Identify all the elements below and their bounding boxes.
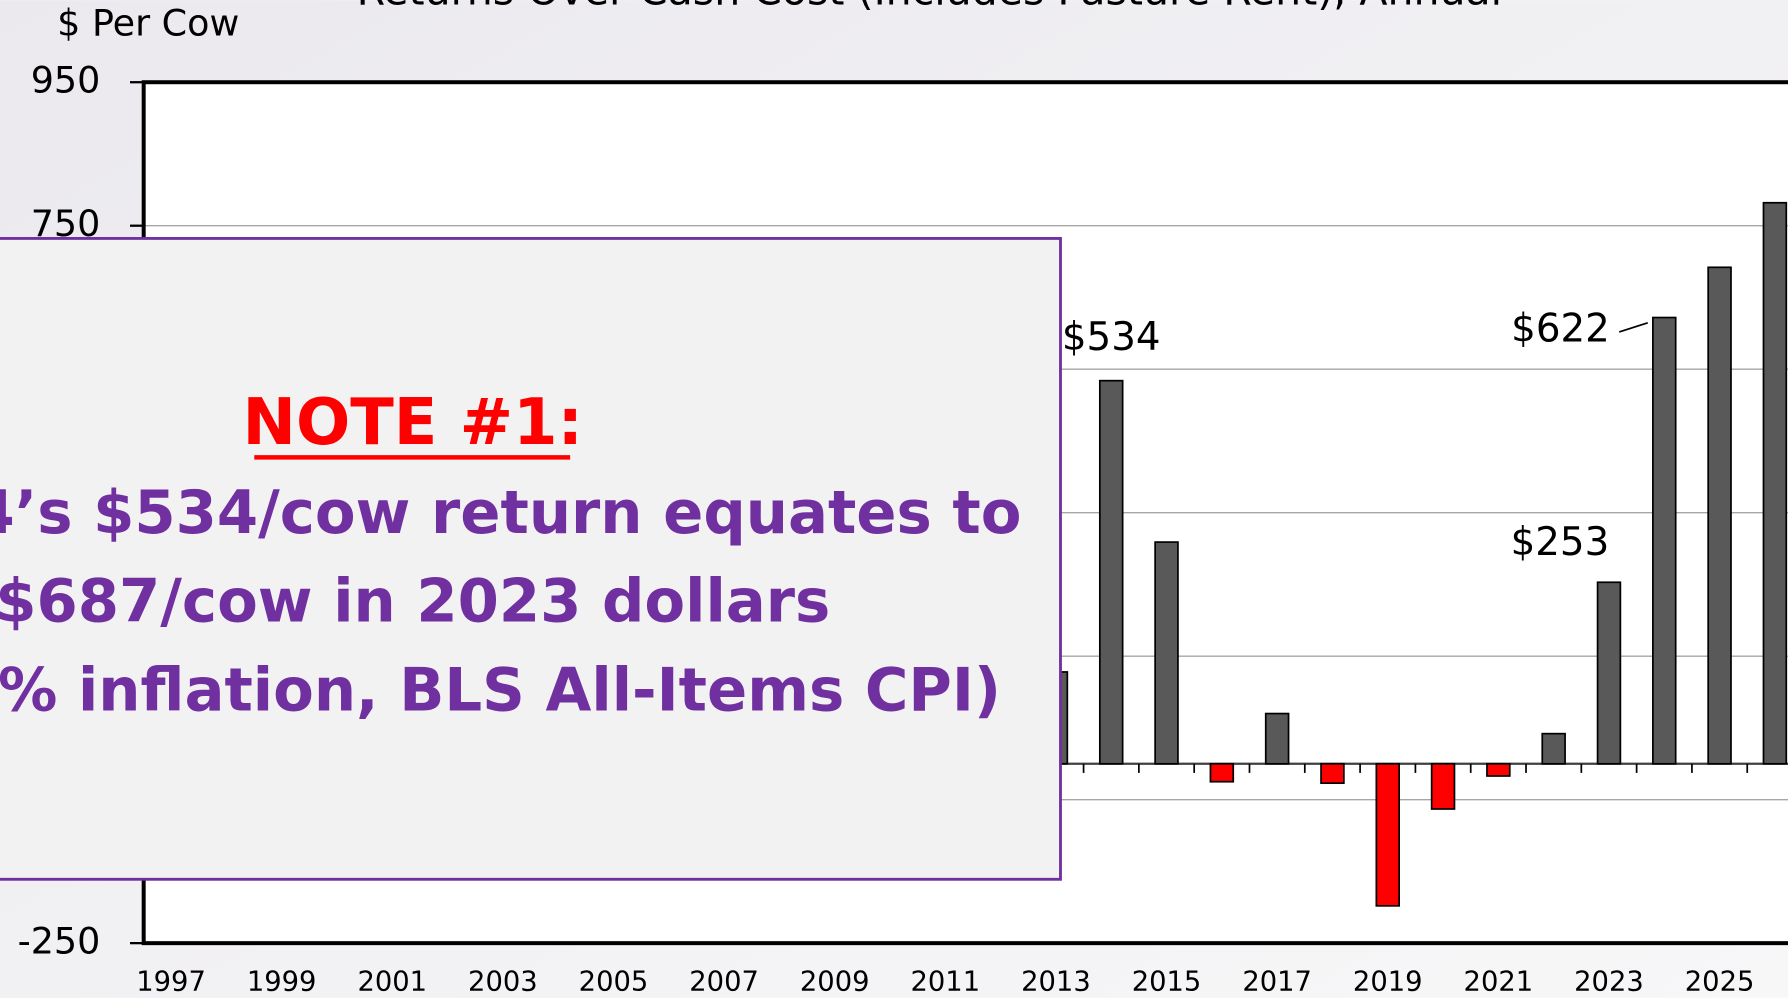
leader-line [1618, 322, 1649, 333]
bar [1652, 316, 1677, 765]
x-tick-label: 2009 [800, 967, 870, 998]
x-tick-label: 2017 [1242, 967, 1312, 998]
x-tick-label: 2023 [1574, 967, 1644, 998]
bars [1043, 201, 1788, 907]
x-tick-label: 2013 [1021, 967, 1091, 998]
x-tick-label: 2001 [357, 967, 427, 998]
y-tick-label: 950 [31, 59, 101, 102]
x-tick-label: 2011 [910, 967, 980, 998]
bar [1264, 712, 1290, 765]
bar [1154, 541, 1179, 765]
bar [1098, 379, 1124, 765]
note-title: NOTE #1: [243, 386, 584, 460]
note-box [0, 237, 1062, 881]
x-tick-label: 2005 [579, 967, 649, 998]
y-tick-label: -250 [18, 920, 101, 963]
chart-title: Returns Over Cash Cost (Includes Pasture… [357, 0, 1503, 14]
bar [1375, 762, 1401, 907]
x-tick-label: 2021 [1464, 967, 1534, 998]
y-axis-label: $ Per Cow [57, 2, 239, 45]
bar [1596, 581, 1622, 765]
bar [1762, 201, 1788, 765]
data-label: $534 [1062, 315, 1161, 360]
x-tick-label: 1997 [136, 967, 206, 998]
note-line: $687/cow in 2023 dollars [0, 567, 830, 636]
bar [1320, 762, 1345, 785]
data-label: $253 [1511, 520, 1610, 565]
x-tick-label: 2007 [689, 967, 759, 998]
bar [1486, 762, 1511, 777]
x-tick-label: 2025 [1685, 967, 1755, 998]
note-line: 2014’s $534/cow return equates to [0, 478, 1021, 547]
x-tick-label: 2019 [1353, 967, 1423, 998]
note-line: (28.7% inflation, BLS All-Items CPI) [0, 656, 1001, 725]
x-tick-label: 2003 [468, 967, 538, 998]
bar [1430, 762, 1456, 810]
labels: 1997 1999 2001 2003 2005 2007 2009 2011 2013 2015… [136, 307, 1754, 998]
x-tick-label: 1999 [247, 967, 317, 998]
note: NOTE #1: 2014’s $534/cow return equates … [0, 237, 1062, 881]
bar [1707, 266, 1732, 765]
bar [1541, 732, 1566, 765]
x-tick-label: 2015 [1132, 967, 1202, 998]
bar [1209, 762, 1235, 783]
data-label: $622 [1511, 307, 1610, 352]
